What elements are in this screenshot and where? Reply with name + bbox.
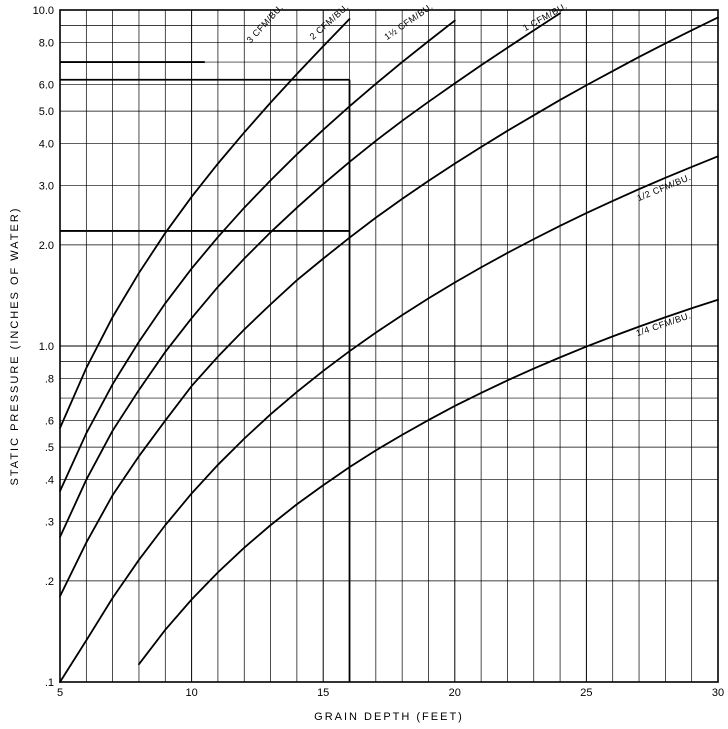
x-tick-label: 20 (449, 687, 461, 699)
y-tick-label: 3.0 (39, 181, 54, 193)
y-tick-label: .8 (45, 374, 54, 386)
y-tick-label: 10.0 (33, 5, 54, 17)
y-tick-label: 1.0 (39, 341, 54, 353)
y-tick-label: .4 (45, 475, 54, 487)
chart-svg: 5 10 15 20 25 30 .1 .2 .3 .4 .5 .6 .8 1.0 2.0 3.0 4.0 5.0… (0, 0, 728, 729)
x-tick-label: 5 (57, 687, 63, 699)
x-tick-label: 15 (317, 687, 329, 699)
y-tick-label: .3 (45, 517, 54, 529)
y-axis-label: STATIC PRESSURE (INCHES OF WATER) (9, 207, 21, 486)
y-tick-label: .1 (45, 677, 54, 689)
x-tick-label: 10 (185, 687, 197, 699)
x-tick-label: 25 (580, 687, 592, 699)
x-axis-label: GRAIN DEPTH (FEET) (314, 711, 464, 723)
x-tick-label: 30 (712, 687, 724, 699)
grid-layer (60, 10, 718, 682)
y-tick-label: .2 (45, 576, 54, 588)
y-tick-label: .5 (45, 442, 54, 454)
y-tick-label: 5.0 (39, 106, 54, 118)
plot-area (0, 0, 728, 729)
y-tick-label: 8.0 (39, 38, 54, 50)
y-tick-label: 4.0 (39, 139, 54, 151)
y-tick-label: 2.0 (39, 240, 54, 252)
y-tick-label: .6 (45, 416, 54, 428)
pressure-vs-depth-chart: 5 10 15 20 25 30 .1 .2 .3 .4 .5 .6 .8 1.0 2.0 3.0 4.0 5.0… (0, 0, 728, 729)
y-tick-label: 6.0 (39, 80, 54, 92)
